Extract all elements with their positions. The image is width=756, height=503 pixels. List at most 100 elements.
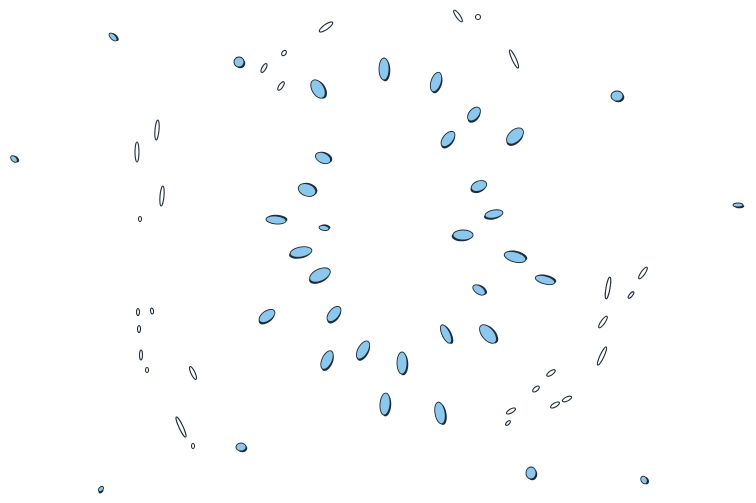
spray-outline	[561, 395, 573, 403]
spray-outline	[149, 307, 155, 315]
water-droplet	[640, 475, 650, 485]
droplet-body	[297, 183, 317, 197]
water-droplet	[472, 284, 487, 296]
blue-droplet-group	[10, 32, 745, 494]
droplet-body	[310, 79, 326, 99]
spray-droplet-outline	[546, 369, 556, 377]
droplet-body	[233, 56, 245, 68]
water-droplet	[108, 32, 119, 42]
spray-outline	[638, 266, 648, 280]
water-droplet	[258, 308, 276, 325]
spray-droplet-outline	[134, 141, 140, 163]
spray-droplet-outline	[260, 63, 268, 73]
droplet-body	[98, 486, 104, 492]
water-droplet	[309, 267, 331, 284]
droplet-body	[108, 32, 118, 42]
droplet-body	[472, 284, 486, 296]
water-droplet	[378, 57, 391, 82]
spray-outline	[190, 442, 196, 450]
droplet-body	[10, 155, 18, 163]
droplet-body	[452, 229, 474, 241]
spray-droplet-outline	[277, 81, 285, 91]
droplet-body	[396, 351, 408, 375]
water-droplet	[265, 214, 288, 225]
spray-outline	[136, 324, 142, 334]
spray-outline	[506, 407, 516, 415]
droplet-body	[440, 130, 456, 148]
spray-droplet-outline	[453, 9, 463, 23]
spray-outline	[135, 307, 141, 317]
water-droplet	[479, 324, 499, 344]
spray-droplet-outline	[532, 385, 540, 393]
water-droplet	[506, 127, 524, 146]
water-droplet	[318, 224, 331, 232]
water-droplet	[534, 274, 557, 286]
spray-outline	[627, 291, 635, 299]
droplet-body	[534, 274, 556, 286]
water-droplet	[233, 56, 246, 69]
water-droplet	[314, 151, 333, 165]
droplet-body	[640, 475, 648, 485]
spray-droplet-outline	[190, 442, 196, 450]
spray-droplet-outline	[136, 324, 142, 334]
spray-outline	[134, 141, 140, 163]
outline-spray-group	[134, 9, 648, 450]
droplet-body	[484, 209, 504, 219]
droplet-body	[503, 250, 527, 264]
droplet-body	[379, 392, 391, 416]
droplet-body	[314, 151, 332, 165]
spray-outline	[188, 366, 198, 380]
spray-outline	[550, 401, 560, 409]
droplet-body	[434, 401, 446, 425]
droplet-body	[429, 71, 443, 93]
water-droplet	[396, 351, 409, 376]
spray-outline	[532, 385, 540, 393]
water-droplet	[429, 71, 443, 94]
droplet-body	[467, 106, 481, 122]
spray-droplet-outline	[188, 366, 198, 380]
spray-droplet-outline	[596, 346, 608, 366]
spray-droplet-outline	[159, 185, 165, 207]
spray-droplet-outline	[137, 215, 143, 223]
water-droplet	[289, 246, 313, 259]
water-droplet	[10, 155, 20, 163]
spray-droplet-outline	[154, 119, 160, 141]
water-droplet	[297, 182, 318, 197]
spray-outline	[144, 366, 150, 374]
spray-droplet-outline	[281, 49, 287, 57]
spray-outline	[175, 416, 187, 438]
water-droplet	[379, 392, 392, 417]
spray-outline	[604, 276, 612, 300]
water-droplet	[440, 130, 456, 149]
spray-outline	[277, 81, 285, 91]
droplet-body	[378, 57, 390, 81]
spray-outline	[546, 369, 556, 377]
droplet-body	[326, 305, 342, 323]
spray-outline	[505, 420, 511, 426]
droplet-body	[525, 466, 537, 480]
water-droplet	[326, 305, 342, 324]
spray-droplet-outline	[508, 49, 520, 69]
spray-droplet-outline	[638, 266, 648, 280]
spray-droplet-outline	[144, 366, 150, 374]
spray-droplet-outline	[505, 420, 511, 426]
droplet-body	[470, 180, 488, 192]
spray-outline	[596, 346, 608, 366]
water-droplet	[451, 229, 474, 242]
droplet-body	[318, 224, 330, 232]
spray-droplet-outline	[598, 315, 608, 329]
spray-outline	[137, 215, 143, 223]
water-droplet	[470, 180, 488, 194]
spray-droplet-outline	[138, 349, 144, 361]
droplet-body	[439, 324, 453, 344]
spray-droplet-outline	[135, 307, 141, 317]
water-droplet	[98, 486, 104, 494]
spray-outline	[154, 119, 160, 141]
spray-droplet-outline	[506, 407, 516, 415]
spray-outline	[474, 13, 482, 21]
water-droplet	[320, 350, 334, 372]
spray-outline	[159, 185, 165, 207]
water-droplet	[439, 324, 454, 344]
spray-droplet-outline	[175, 416, 187, 438]
